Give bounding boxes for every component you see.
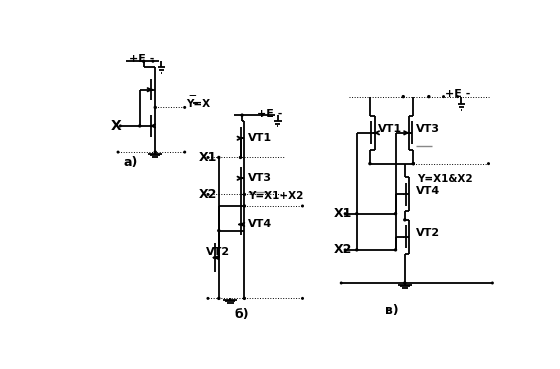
Text: +E -: +E - <box>257 109 283 119</box>
Text: VT3: VT3 <box>248 173 272 183</box>
Circle shape <box>356 249 358 251</box>
Circle shape <box>369 163 371 165</box>
Circle shape <box>207 194 209 195</box>
Circle shape <box>443 96 444 97</box>
Circle shape <box>394 249 396 251</box>
Text: а): а) <box>123 156 138 169</box>
Circle shape <box>207 298 209 299</box>
Text: VT4: VT4 <box>416 186 440 196</box>
Circle shape <box>241 114 243 116</box>
Circle shape <box>344 249 346 251</box>
Circle shape <box>244 297 245 299</box>
Circle shape <box>340 282 342 284</box>
Circle shape <box>184 107 185 108</box>
Circle shape <box>154 151 156 153</box>
Text: VT2: VT2 <box>206 247 230 257</box>
Circle shape <box>428 96 430 98</box>
Circle shape <box>402 96 404 98</box>
Text: X1: X1 <box>334 207 352 220</box>
Circle shape <box>218 297 220 299</box>
Circle shape <box>457 96 458 97</box>
Circle shape <box>302 205 304 207</box>
Text: X2: X2 <box>334 244 352 256</box>
Circle shape <box>262 114 263 116</box>
Text: б): б) <box>235 308 249 321</box>
Circle shape <box>184 151 185 153</box>
Circle shape <box>139 125 141 127</box>
Circle shape <box>120 125 121 127</box>
Circle shape <box>344 213 346 214</box>
Circle shape <box>218 156 220 158</box>
Text: Y=X: Y=X <box>186 99 211 109</box>
Text: VT3: VT3 <box>417 124 440 134</box>
Circle shape <box>356 213 358 215</box>
Circle shape <box>207 157 209 158</box>
Circle shape <box>143 60 144 62</box>
Text: X: X <box>110 119 121 133</box>
Circle shape <box>412 163 414 165</box>
Text: X1: X1 <box>199 151 217 164</box>
Text: VT4: VT4 <box>248 220 273 230</box>
Circle shape <box>152 61 153 62</box>
Circle shape <box>117 151 119 153</box>
Text: +E -: +E - <box>129 54 155 63</box>
Circle shape <box>244 205 245 207</box>
Circle shape <box>302 298 304 299</box>
Circle shape <box>154 106 156 108</box>
Text: VT1: VT1 <box>377 124 402 134</box>
Circle shape <box>404 219 406 221</box>
Circle shape <box>240 156 241 158</box>
Text: VT2: VT2 <box>416 228 440 238</box>
Text: Y=X1&X2: Y=X1&X2 <box>417 175 473 184</box>
Text: в): в) <box>385 304 398 317</box>
Text: VT1: VT1 <box>248 133 272 143</box>
Circle shape <box>394 213 396 215</box>
Text: Y=X1+X2: Y=X1+X2 <box>248 192 304 201</box>
Circle shape <box>492 282 493 284</box>
Circle shape <box>244 193 245 196</box>
Circle shape <box>404 282 406 284</box>
Circle shape <box>488 163 489 165</box>
Circle shape <box>412 163 414 165</box>
Text: +E -: +E - <box>445 89 470 99</box>
Text: X2: X2 <box>199 188 217 201</box>
Circle shape <box>218 230 220 232</box>
